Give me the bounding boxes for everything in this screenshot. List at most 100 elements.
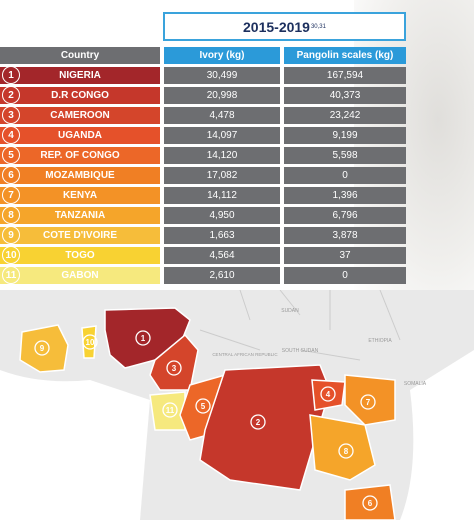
marker-circle (195, 398, 211, 414)
header-scales: Pangolin scales (kg) (280, 47, 406, 64)
country-name: GABON (61, 270, 99, 281)
country-name: TANZANIA (54, 210, 106, 221)
marker-circle (338, 443, 354, 459)
country-cell: 4 UGANDA (0, 126, 160, 144)
table-row: 11 GABON 2,610 0 (0, 266, 406, 284)
ivory-value: 17,082 (160, 167, 280, 184)
map-label-ethiopia: ETHIOPIA (368, 338, 392, 344)
scales-value: 167,594 (280, 67, 406, 84)
map-label-sudan: SUDAN (281, 308, 299, 314)
scales-value: 5,598 (280, 147, 406, 164)
ivory-value: 20,998 (160, 87, 280, 104)
table-row: 9 COTE D'IVOIRE 1,663 3,878 (0, 226, 406, 244)
marker-circle (135, 330, 151, 346)
country-cell: 9 COTE D'IVOIRE (0, 226, 160, 244)
country-cell: 8 TANZANIA (0, 206, 160, 224)
country-8 (309, 414, 376, 481)
country-cell: 6 MOZAMBIQUE (0, 166, 160, 184)
rank-badge: 11 (2, 266, 20, 284)
country-7 (344, 374, 396, 426)
period-footnote: 30,31 (310, 23, 326, 30)
scales-value: 40,373 (280, 87, 406, 104)
ivory-value: 14,120 (160, 147, 280, 164)
marker-circle (360, 394, 376, 410)
scales-value: 37 (280, 247, 406, 264)
marker-label: 7 (366, 398, 371, 407)
marker-circle (362, 495, 378, 511)
country-11 (149, 391, 186, 431)
border-lines (199, 290, 401, 361)
map-label-car: CENTRAL AFRICAN REPUBLIC (212, 352, 278, 357)
country-cell: 5 REP. OF CONGO (0, 146, 160, 164)
country-6 (344, 484, 396, 520)
country-cell: 10 TOGO (0, 246, 160, 264)
country-name: NIGERIA (59, 70, 101, 81)
rank-badge: 5 (2, 146, 20, 164)
ivory-value: 30,499 (160, 67, 280, 84)
table-row: 6 MOZAMBIQUE 17,082 0 (0, 166, 406, 184)
marker-label: 5 (201, 402, 206, 411)
marker-label: 9 (40, 344, 45, 353)
country-cell: 7 KENYA (0, 186, 160, 204)
scales-value: 3,878 (280, 227, 406, 244)
period-header: 2015-2019 30,31 (163, 12, 406, 41)
country-name: UGANDA (58, 130, 102, 141)
period-label: 2015-2019 (243, 18, 310, 35)
marker-circle (320, 386, 336, 402)
ivory-value: 4,478 (160, 107, 280, 124)
marker-circle (166, 360, 182, 376)
ocean-area (0, 370, 150, 520)
indian-ocean-area (400, 350, 474, 520)
ivory-value: 4,564 (160, 247, 280, 264)
scales-value: 23,242 (280, 107, 406, 124)
country-4 (311, 379, 346, 411)
scales-value: 0 (280, 167, 406, 184)
marker-label: 10 (86, 338, 95, 347)
country-2 (199, 364, 331, 491)
marker-label: 8 (344, 447, 349, 456)
rank-badge: 2 (2, 86, 20, 104)
country-cell: 1 NIGERIA (0, 66, 160, 84)
ivory-value: 14,112 (160, 187, 280, 204)
ivory-value: 4,950 (160, 207, 280, 224)
seizure-table: Country Ivory (kg) Pangolin scales (kg) … (0, 44, 406, 287)
rank-badge: 7 (2, 186, 20, 204)
country-9 (19, 324, 69, 373)
ivory-value: 2,610 (160, 267, 280, 284)
table-row: 10 TOGO 4,564 37 (0, 246, 406, 264)
marker-circle (82, 334, 98, 350)
rank-badge: 4 (2, 126, 20, 144)
table-row: 1 NIGERIA 30,499 167,594 (0, 66, 406, 84)
table-row: 3 CAMEROON 4,478 23,242 (0, 106, 406, 124)
map-label-south-sudan: SOUTH SUDAN (282, 348, 319, 354)
map-label-somalia: SOMALIA (404, 381, 427, 387)
country-name: REP. OF CONGO (40, 150, 120, 161)
table-row: 5 REP. OF CONGO 14,120 5,598 (0, 146, 406, 164)
country-10 (81, 325, 97, 359)
country-name: COTE D'IVOIRE (42, 230, 118, 241)
table-row: 7 KENYA 14,112 1,396 (0, 186, 406, 204)
ivory-value: 14,097 (160, 127, 280, 144)
header-country: Country (0, 47, 160, 64)
country-cell: 2 D.R CONGO (0, 86, 160, 104)
scales-value: 9,199 (280, 127, 406, 144)
marker-label: 4 (326, 390, 331, 399)
marker-label: 3 (172, 364, 177, 373)
table-row: 2 D.R CONGO 20,998 40,373 (0, 86, 406, 104)
map-markers: 1 2 3 4 5 6 7 8 9 10 11 (34, 330, 378, 511)
africa-map: SUDAN SOUTH SUDAN CENTRAL AFRICAN REPUBL… (0, 290, 474, 520)
scales-value: 6,796 (280, 207, 406, 224)
marker-label: 2 (256, 418, 261, 427)
rank-badge: 3 (2, 106, 20, 124)
table-header-row: Country Ivory (kg) Pangolin scales (kg) (0, 47, 406, 64)
table-row: 4 UGANDA 14,097 9,199 (0, 126, 406, 144)
country-name: CAMEROON (50, 110, 110, 121)
rank-badge: 6 (2, 166, 20, 184)
country-name: D.R CONGO (51, 90, 109, 101)
header-ivory: Ivory (kg) (160, 47, 280, 64)
country-cell: 11 GABON (0, 266, 160, 284)
table-body: 1 NIGERIA 30,499 167,594 2 D.R CONGO 20,998 40,… (0, 66, 406, 284)
marker-label: 11 (166, 406, 175, 415)
table-row: 8 TANZANIA 4,950 6,796 (0, 206, 406, 224)
country-name: KENYA (62, 190, 98, 201)
